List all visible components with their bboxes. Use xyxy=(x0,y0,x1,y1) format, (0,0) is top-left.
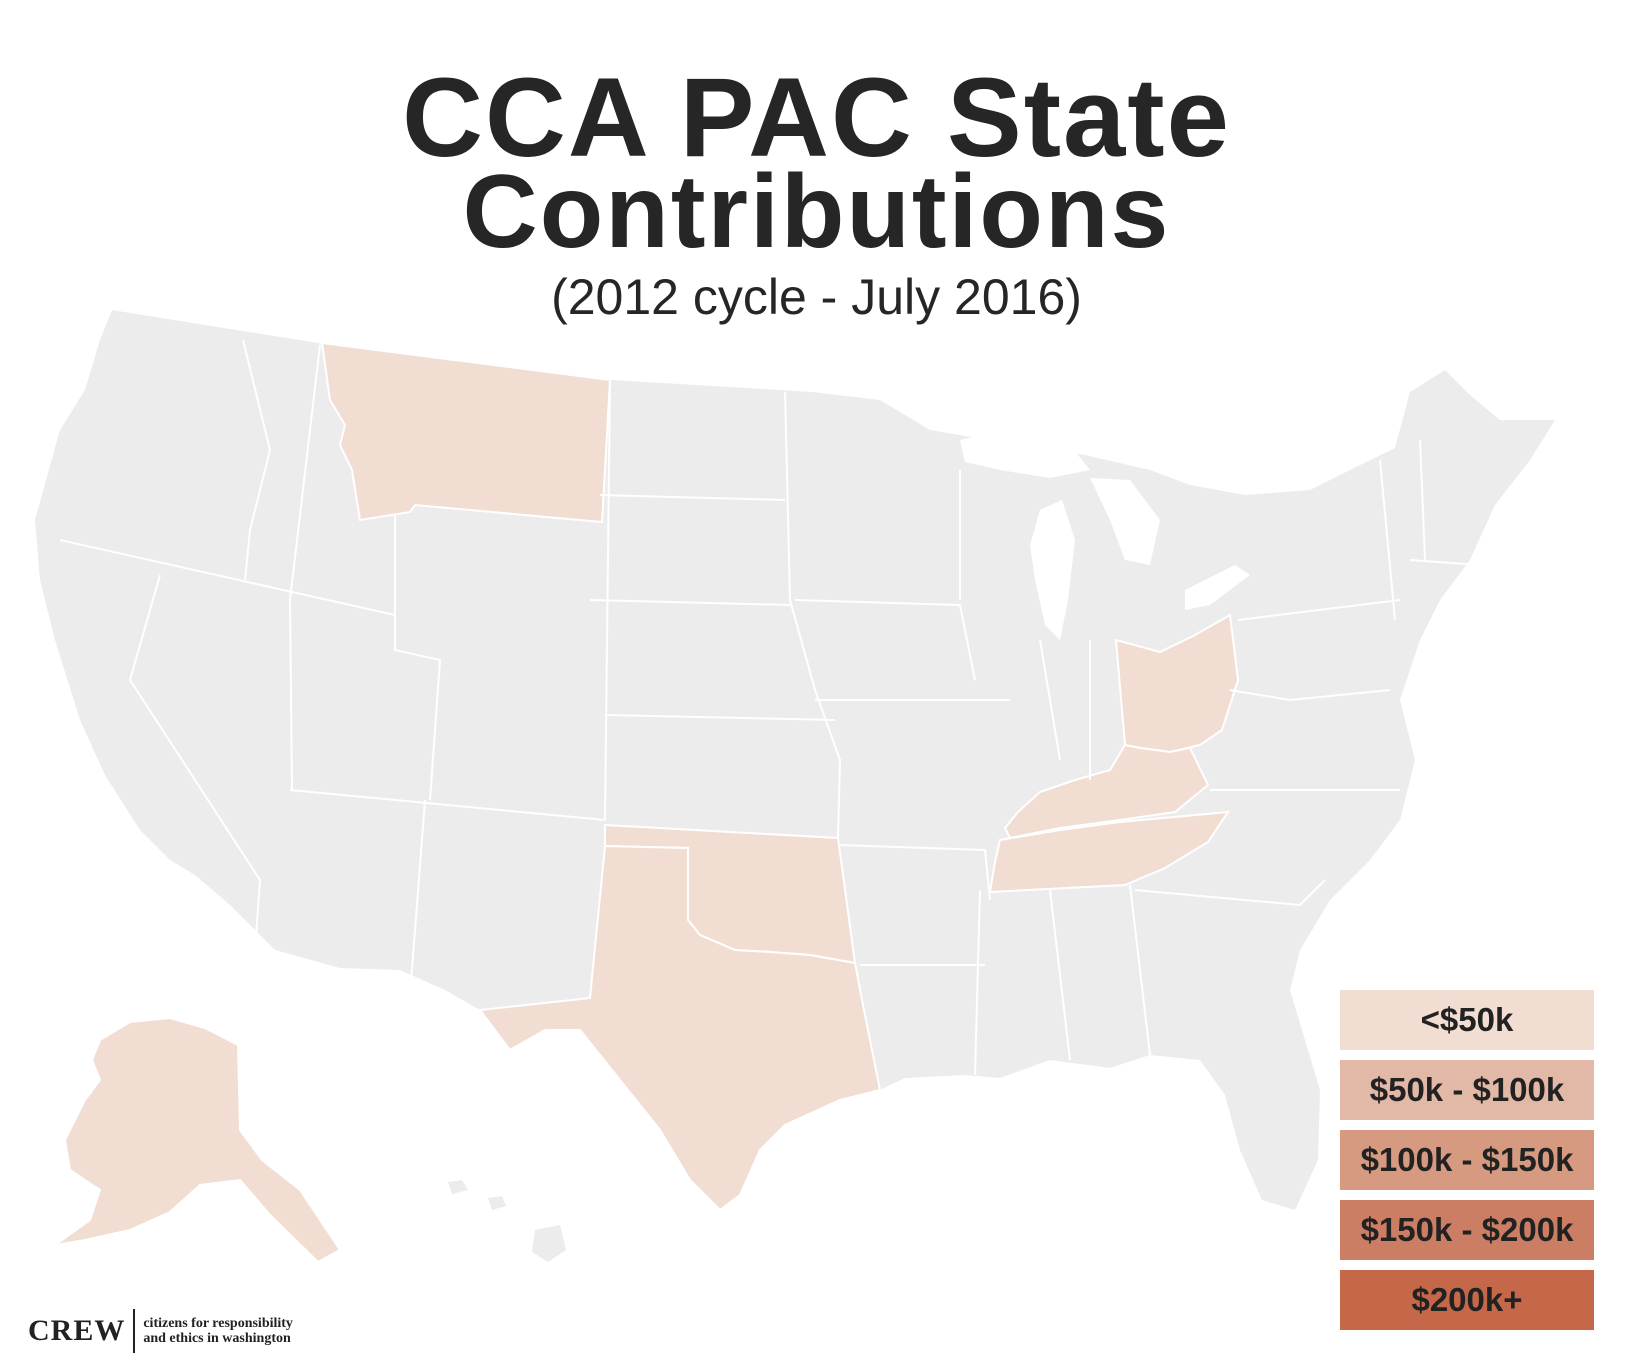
legend-item: $150k - $200k xyxy=(1338,1198,1596,1262)
lake-superior xyxy=(960,428,1090,478)
state-tennessee xyxy=(988,810,1230,894)
lake-michigan xyxy=(1030,500,1075,640)
lake-erie xyxy=(1185,565,1250,610)
state-alaska xyxy=(54,1016,342,1264)
legend-item: $200k+ xyxy=(1338,1268,1596,1332)
state-montana xyxy=(320,341,612,524)
crew-tagline-line1: citizens for responsibility xyxy=(143,1316,293,1331)
crew-tagline-line2: and ethics in washington xyxy=(143,1331,291,1346)
crew-tagline: citizens for responsibility and ethics i… xyxy=(143,1316,293,1346)
contiguous-us-landmass xyxy=(35,310,1555,1210)
logo-divider xyxy=(133,1309,136,1353)
legend-item: $100k - $150k xyxy=(1338,1128,1596,1192)
state-borders xyxy=(59,339,1481,1076)
map-title-line1: CCA PAC State xyxy=(402,55,1231,180)
legend-item: <$50k xyxy=(1338,988,1596,1052)
crew-logo: CREW citizens for responsibility and eth… xyxy=(28,1306,293,1356)
legend-item: $50k - $100k xyxy=(1338,1058,1596,1122)
crew-wordmark: CREW xyxy=(28,1314,126,1347)
map-title-line2: Contributions xyxy=(462,154,1171,270)
state-hawaii xyxy=(532,1225,566,1262)
legend: <$50k $50k - $100k $100k - $150k $150k - $2… xyxy=(1338,988,1596,1338)
state-hawaii-islands xyxy=(448,1180,506,1210)
state-texas xyxy=(478,844,882,1212)
lake-huron xyxy=(1090,478,1160,565)
map-subtitle: (2012 cycle - July 2016) xyxy=(551,269,1082,325)
